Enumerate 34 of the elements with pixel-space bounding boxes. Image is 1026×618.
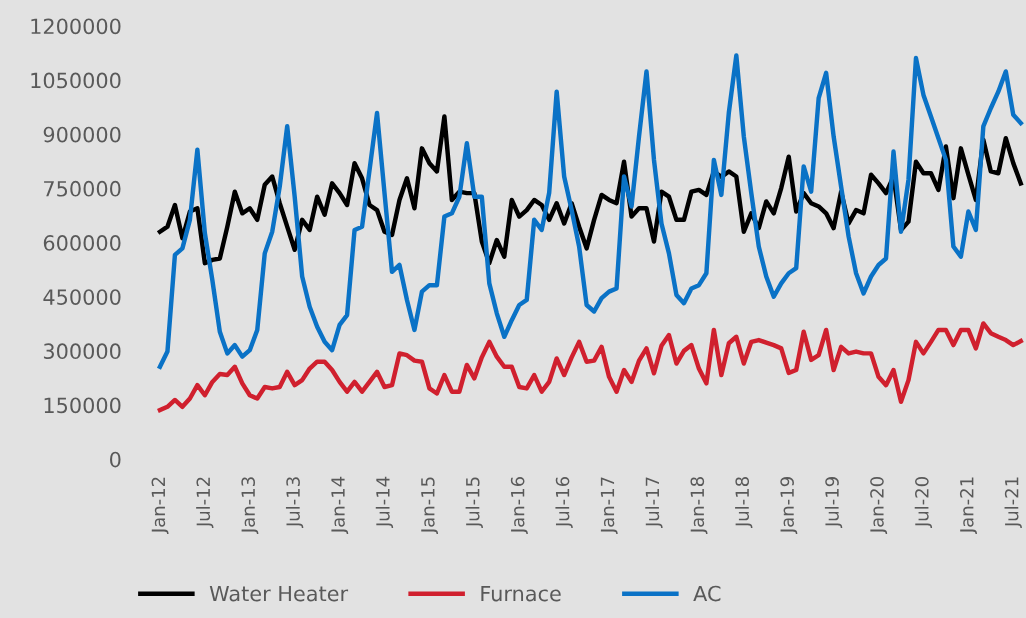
x-tick-label: Jul-20 — [914, 477, 933, 529]
y-tick-label: 1200000 — [31, 18, 121, 35]
x-tick-label: Jan-18 — [690, 477, 708, 535]
x-tick-label: Jul-17 — [645, 477, 663, 529]
x-tick-label: Jan-14 — [331, 476, 349, 535]
x-tick-label: Jan-19 — [780, 477, 798, 535]
x-tick-label: Jul-16 — [555, 476, 573, 529]
y-tick-label: 0 — [110, 451, 121, 468]
x-tick-label: Jan-17 — [600, 477, 618, 535]
legend-label: AC — [693, 585, 721, 602]
x-tick-label: Jul-13 — [285, 477, 304, 529]
x-tick-label: Jan-13 — [241, 477, 259, 535]
y-tick-label: 300000 — [43, 343, 121, 360]
x-tick-label: Jan-12 — [151, 477, 169, 535]
x-tick-label: Jul-18 — [735, 477, 753, 529]
y-tick-label: 600000 — [43, 235, 121, 251]
x-tick-label: Jan-20 — [870, 477, 888, 535]
y-tick-label: 1050000 — [31, 72, 121, 89]
x-tick-label: Jul-19 — [824, 477, 843, 529]
legend-label: Furnace — [481, 585, 561, 602]
x-tick-label: Jan-21 — [959, 477, 977, 535]
y-tick-label: 150000 — [44, 397, 121, 414]
line-series — [157, 321, 1023, 413]
x-tick-label: Jul-14 — [375, 476, 394, 529]
y-tick-label: 450000 — [43, 289, 121, 305]
y-tick-label: 750000 — [44, 180, 121, 197]
x-tick-label: Jul-12 — [196, 477, 214, 529]
y-tick-label: 900000 — [43, 126, 121, 143]
x-tick-label: Jul-15 — [465, 477, 483, 529]
x-tick-label: Jan-16 — [510, 476, 528, 535]
legend-label: Water Heater — [209, 585, 349, 602]
line-series — [157, 53, 1023, 369]
x-tick-label: Jan-15 — [421, 477, 439, 535]
x-tick-label: Jul-21 — [1004, 477, 1022, 529]
